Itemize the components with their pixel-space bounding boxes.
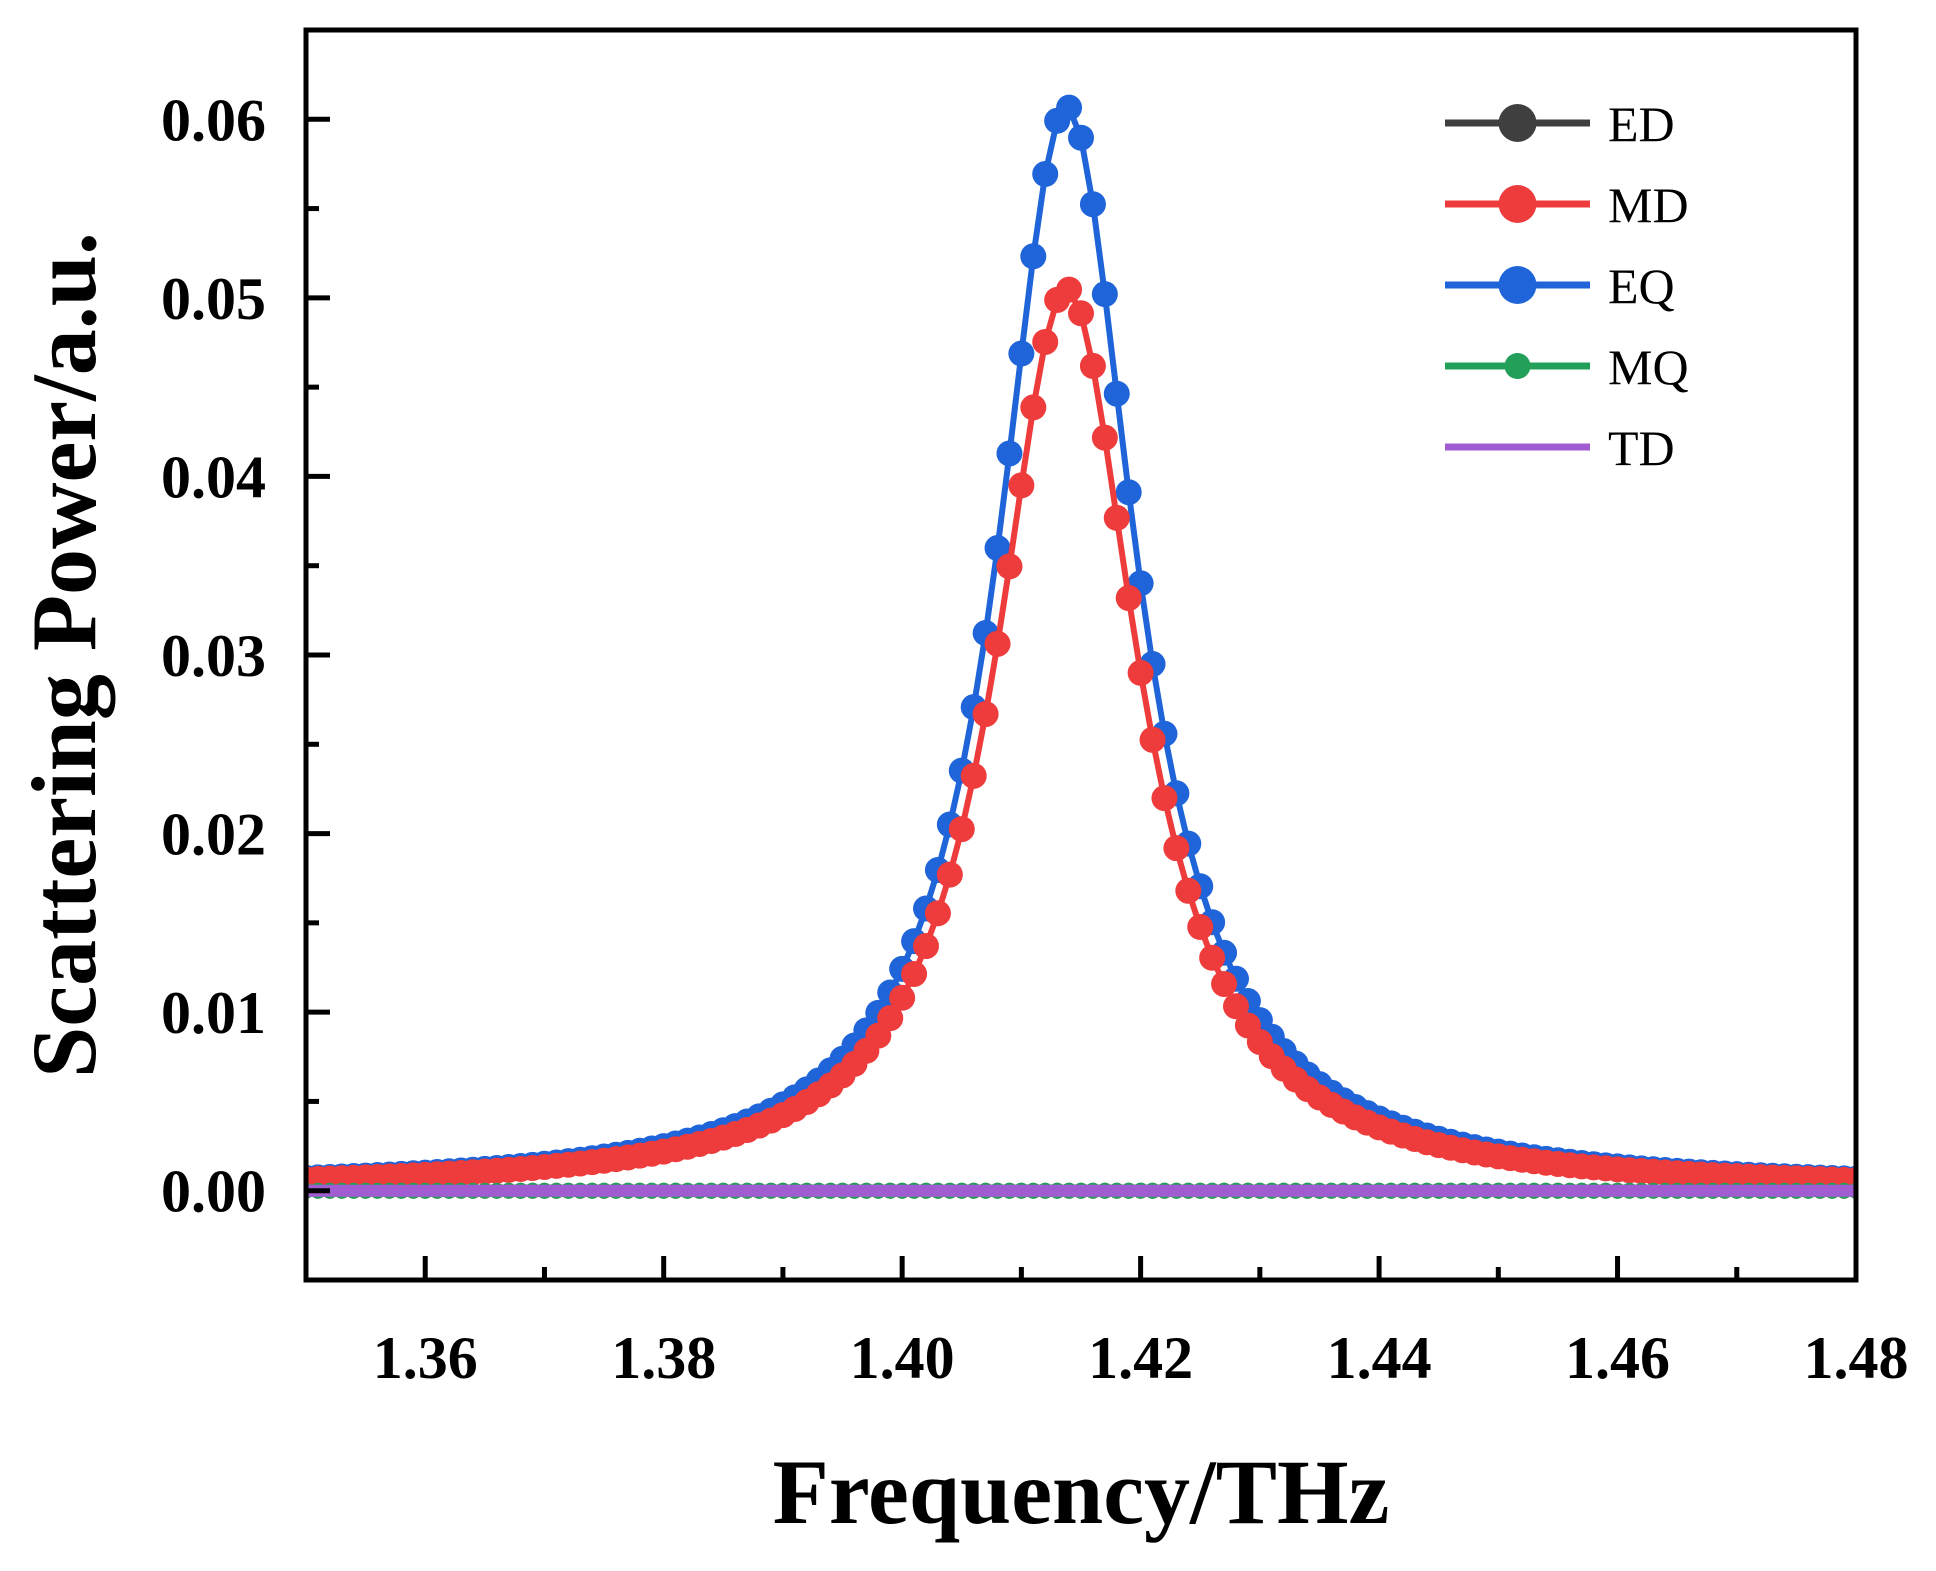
data-point-md [1032,328,1059,355]
data-point-md [889,984,916,1011]
data-point-md [1151,785,1178,812]
data-point-md [901,960,928,987]
data-point-md [1211,970,1238,997]
y-tick-label: 0.03 [161,623,266,689]
y-tick-label: 0.06 [161,87,266,153]
data-point-eq [996,440,1023,467]
y-tick-label: 0.04 [161,444,266,510]
legend-item-md: MD [1445,177,1689,233]
data-point-eq [1008,340,1035,367]
x-tick-label: 1.42 [1088,1325,1193,1391]
x-tick-label: 1.48 [1804,1325,1909,1391]
y-tick-label: 0.05 [161,266,266,332]
legend-item-eq: EQ [1445,258,1675,314]
data-point-md [996,553,1023,580]
data-point-md [877,1005,904,1032]
y-tick-label: 0.01 [161,980,266,1046]
y-axis: 0.00 0.01 0.02 0.03 0.04 0.05 0.06 [161,87,330,1225]
legend-label: ED [1608,96,1675,152]
data-point-md [1139,726,1166,753]
legend-marker [1498,185,1537,223]
y-axis-title: Scattering Power/a.u. [13,232,115,1078]
legend-label: TD [1608,420,1675,476]
data-point-md [1103,504,1130,531]
data-point-md [1008,472,1035,499]
legend-label: EQ [1608,258,1675,314]
x-tick-label: 1.38 [611,1325,716,1391]
data-point-eq [1115,479,1142,506]
data-point-md [1115,585,1142,612]
y-tick-label: 0.02 [161,802,266,868]
data-point-md [1020,394,1047,421]
data-point-md [913,933,939,960]
x-axis: 1.36 1.38 1.40 1.42 1.44 1.46 1.48 [373,1256,1909,1391]
data-point-md [1068,300,1094,327]
data-point-eq [1103,380,1130,407]
data-point-md [924,900,951,927]
data-point-md [1056,276,1083,303]
legend-item-td: TD [1445,420,1675,476]
legend-marker [1498,266,1537,304]
data-point-eq [1020,243,1047,270]
data-point-md [1091,424,1118,451]
legend: ED MD EQ MQ TD [1445,96,1689,476]
data-point-md [1175,877,1202,904]
data-point-eq [1091,281,1118,308]
x-tick-label: 1.46 [1565,1325,1670,1391]
data-point-md [1163,835,1190,862]
data-point-md [1223,993,1249,1020]
data-point-md [1187,914,1214,941]
data-point-md [948,816,975,843]
y-tick-label: 0.00 [161,1159,266,1225]
x-tick-label: 1.36 [373,1325,478,1391]
series-layer [306,94,1856,1199]
data-point-md [936,861,963,888]
legend-label: MQ [1608,339,1689,395]
legend-item-mq: MQ [1445,339,1689,395]
legend-label: MD [1608,177,1689,233]
data-point-md [1079,352,1106,379]
data-point-md [1199,944,1226,971]
legend-marker [1504,353,1531,379]
legend-item-ed: ED [1445,96,1675,152]
data-point-eq [984,535,1011,562]
x-tick-label: 1.44 [1327,1325,1432,1391]
legend-marker [1498,104,1537,142]
data-point-md [972,701,999,728]
data-point-eq [1056,94,1083,121]
data-point-md [960,762,987,789]
series-md [306,276,1856,1194]
data-point-md [984,630,1011,657]
data-point-eq [1079,191,1106,218]
x-tick-label: 1.40 [850,1325,955,1391]
x-axis-title: Frequency/THz [773,1441,1390,1543]
data-point-eq [1068,124,1094,151]
data-point-eq [1032,161,1059,188]
data-point-md [1127,659,1154,686]
